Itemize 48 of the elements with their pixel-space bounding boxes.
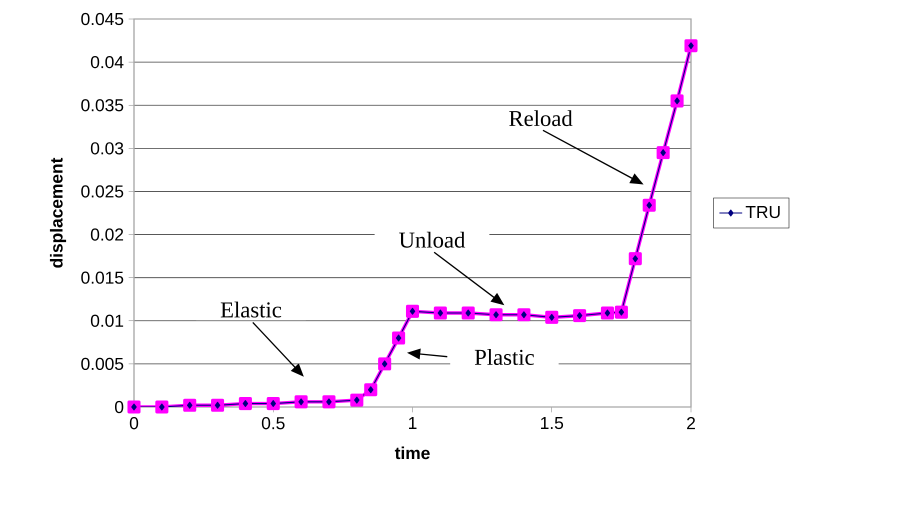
- point: [660, 149, 666, 156]
- point: [242, 400, 248, 408]
- point: [396, 334, 402, 342]
- point: [618, 308, 624, 316]
- annotation: Elastic: [220, 302, 282, 318]
- y-tick-label: 0.01: [90, 314, 124, 327]
- point: [270, 400, 276, 408]
- x-tick-label: 0.5: [262, 417, 285, 430]
- point: [465, 310, 471, 316]
- point: [159, 404, 165, 410]
- point: [674, 97, 680, 104]
- point: [382, 360, 388, 368]
- point: [326, 398, 332, 406]
- y-tick-label: 0.03: [90, 142, 124, 154]
- x-tick-label: 1: [409, 417, 416, 429]
- y-tick-label: 0.045: [81, 12, 124, 26]
- y-tick-label: 0.04: [90, 56, 124, 68]
- point: [493, 311, 499, 318]
- x-tick-label: 1.5: [541, 417, 564, 430]
- y-tick-label: 0.015: [81, 272, 124, 284]
- legend-label: TRU: [746, 206, 780, 218]
- point: [354, 396, 360, 404]
- annotation: Reload: [509, 110, 572, 126]
- annotation: Plastic: [474, 349, 534, 365]
- point: [576, 312, 582, 320]
- point: [410, 308, 416, 315]
- y-tick-label: 0: [114, 400, 124, 414]
- point: [604, 310, 610, 316]
- point: [632, 255, 638, 262]
- point: [186, 402, 192, 409]
- point: [688, 42, 694, 50]
- x-tick-label: 2: [687, 417, 695, 430]
- y-tick-label: 0.035: [81, 99, 124, 112]
- point: [549, 314, 554, 321]
- point: [214, 402, 220, 409]
- x-tick-label: 0: [130, 417, 138, 430]
- point: [131, 404, 137, 410]
- point: [438, 310, 444, 316]
- point: [368, 386, 374, 394]
- y-tick-label: 0.005: [81, 358, 124, 370]
- y-tick-label: 0.025: [81, 185, 124, 198]
- point: [521, 311, 527, 318]
- point: [646, 202, 652, 209]
- y-axis-title: displacement: [50, 158, 66, 268]
- point: [298, 398, 304, 406]
- annotation: Unload: [399, 232, 466, 248]
- y-tick-label: 0.02: [90, 228, 124, 241]
- x-axis-title: time: [394, 446, 430, 460]
